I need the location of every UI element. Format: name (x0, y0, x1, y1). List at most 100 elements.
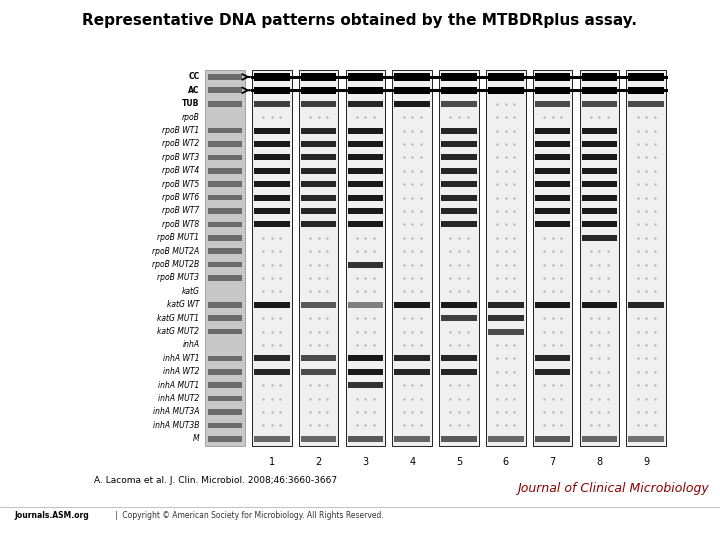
Bar (301, 154, 336, 160)
Text: rpoB MUT1: rpoB MUT1 (158, 233, 199, 242)
Bar (254, 141, 289, 147)
Bar (208, 436, 242, 442)
Text: katG MUT2: katG MUT2 (158, 327, 199, 336)
Bar (535, 302, 570, 308)
Bar (395, 73, 430, 80)
Bar (301, 100, 336, 107)
Bar (301, 436, 336, 442)
Bar (535, 73, 570, 80)
Bar (346, 70, 385, 445)
Bar (348, 194, 383, 200)
Bar (254, 221, 289, 227)
Bar (252, 70, 292, 445)
Bar (395, 86, 430, 94)
Bar (629, 436, 664, 442)
Bar (208, 221, 242, 227)
Bar (535, 86, 570, 94)
Bar (441, 168, 477, 174)
Bar (582, 194, 617, 200)
Bar (348, 355, 383, 361)
Bar (488, 86, 523, 94)
Bar (208, 248, 242, 254)
Bar (254, 181, 289, 187)
Bar (301, 73, 336, 80)
Bar (254, 369, 289, 375)
Bar (629, 86, 664, 94)
Bar (488, 73, 523, 80)
Bar (441, 100, 477, 107)
Bar (208, 127, 242, 133)
Bar (301, 127, 336, 133)
Bar (208, 409, 242, 415)
Text: |  Copyright © American Society for Microbiology. All Rights Reserved.: | Copyright © American Society for Micro… (115, 511, 384, 521)
Bar (208, 329, 242, 334)
Text: Journal of Clinical Microbiology: Journal of Clinical Microbiology (518, 482, 709, 495)
Bar (208, 195, 242, 200)
Text: M: M (193, 434, 199, 443)
Bar (486, 70, 526, 445)
Text: TUB: TUB (182, 99, 199, 108)
Bar (535, 208, 570, 214)
Bar (348, 369, 383, 375)
Bar (208, 396, 242, 401)
Text: katG MUT1: katG MUT1 (158, 314, 199, 323)
Bar (348, 100, 383, 107)
Text: Representative DNA patterns obtained by the MTBDRplus assay.: Representative DNA patterns obtained by … (83, 14, 637, 29)
Bar (301, 369, 336, 375)
Bar (535, 194, 570, 200)
Text: rpoB WT7: rpoB WT7 (162, 206, 199, 215)
Bar (439, 70, 479, 445)
Bar (254, 100, 289, 107)
Text: 8: 8 (596, 457, 603, 468)
Bar (582, 168, 617, 174)
Text: katG WT: katG WT (167, 300, 199, 309)
Bar (395, 100, 430, 107)
Text: rpoB: rpoB (181, 113, 199, 122)
Bar (535, 436, 570, 442)
Bar (535, 355, 570, 361)
Text: 1: 1 (269, 457, 275, 468)
Bar (629, 100, 664, 107)
Bar (582, 208, 617, 214)
Bar (254, 154, 289, 160)
Bar (348, 154, 383, 160)
Bar (301, 302, 336, 308)
Text: Journals.ASM.org: Journals.ASM.org (14, 511, 89, 521)
Bar (441, 369, 477, 375)
Bar (208, 315, 242, 321)
Text: inhA MUT2: inhA MUT2 (158, 394, 199, 403)
Bar (395, 302, 430, 308)
Bar (629, 302, 664, 308)
Text: rpoB WT5: rpoB WT5 (162, 180, 199, 188)
Text: rpoB WT6: rpoB WT6 (162, 193, 199, 202)
Bar (205, 70, 245, 445)
Text: rpoB WT8: rpoB WT8 (162, 220, 199, 229)
Text: rpoB MUT2A: rpoB MUT2A (152, 247, 199, 255)
Bar (441, 73, 477, 80)
Text: rpoB WT3: rpoB WT3 (162, 153, 199, 162)
Bar (348, 141, 383, 147)
Bar (348, 382, 383, 388)
Bar (441, 302, 477, 308)
Bar (488, 302, 523, 308)
Bar (348, 261, 383, 267)
Text: A. Lacoma et al. J. Clin. Microbiol. 2008;46:3660-3667: A. Lacoma et al. J. Clin. Microbiol. 200… (94, 476, 337, 485)
Bar (254, 194, 289, 200)
Bar (301, 168, 336, 174)
Text: 3: 3 (362, 457, 369, 468)
Bar (301, 141, 336, 147)
Bar (535, 369, 570, 375)
Bar (208, 141, 242, 147)
Bar (582, 127, 617, 133)
Text: 4: 4 (409, 457, 415, 468)
Text: 6: 6 (503, 457, 509, 468)
Bar (301, 355, 336, 361)
Text: AC: AC (188, 86, 199, 95)
Bar (535, 100, 570, 107)
Text: inhA: inhA (182, 341, 199, 349)
Bar (208, 302, 242, 308)
Bar (441, 436, 477, 442)
Text: 2: 2 (315, 457, 322, 468)
Text: inhA MUT3B: inhA MUT3B (153, 421, 199, 430)
Bar (208, 101, 242, 106)
